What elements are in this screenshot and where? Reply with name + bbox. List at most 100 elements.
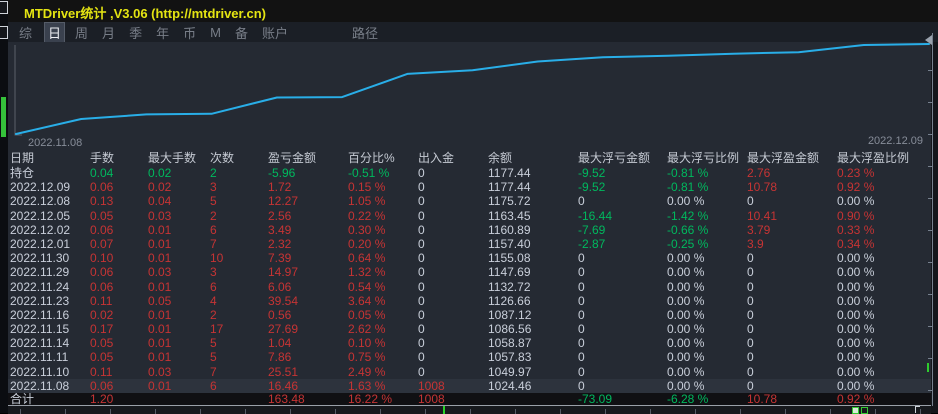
- cell: 14.97: [268, 265, 299, 280]
- cell: 0.17: [90, 322, 114, 337]
- cell: 0.05: [90, 208, 114, 223]
- cell: 0.20 %: [348, 236, 386, 251]
- table-header-row: 日期 手数 最大手数 次数 盈亏金额 百分比% 出入金 余额 最大浮亏金额 最大浮亏比例 最大浮盈金…: [8, 150, 931, 166]
- scale-green-marker: [927, 363, 929, 372]
- cell: 0.23 %: [837, 166, 875, 180]
- menu-item-3[interactable]: 月: [102, 25, 116, 41]
- cell: 0.05: [90, 350, 114, 365]
- table-row[interactable]: 2022.11.08 0.06 0.01 6 16.46 1.63 % 1008 1024.4…: [8, 378, 931, 393]
- cell: 7: [210, 236, 217, 251]
- cell: 0.92 %: [837, 180, 875, 195]
- column-header: 最大浮亏比例: [667, 151, 740, 165]
- cell: 0.03: [148, 265, 172, 280]
- cell: 0: [578, 350, 585, 365]
- total-row[interactable]: 合计 1.20 163.48 16.22 % 1008 -73.09 -6.28 % 10.7…: [8, 393, 931, 407]
- table-row[interactable]: 2022.11.14 0.05 0.01 5 1.04 0.10 % 0 1058.87 0 0.…: [8, 336, 931, 350]
- cell: 0.22 %: [348, 208, 386, 223]
- table-row[interactable]: 2022.12.01 0.07 0.01 7 2.32 0.20 % 0 1157.40 -2.…: [8, 237, 931, 251]
- cell: 2022.12.05: [10, 208, 71, 223]
- cell: -9.52: [578, 166, 606, 180]
- cell: 1008: [418, 378, 445, 393]
- cell: 0.03: [148, 208, 172, 223]
- menu-item-2[interactable]: 周: [75, 25, 89, 41]
- cell: 0.01: [148, 236, 172, 251]
- left-edge-strip: [0, 0, 8, 413]
- cell: 3: [210, 180, 217, 195]
- table-row[interactable]: 2022.11.16 0.02 0.01 2 0.56 0.05 % 0 1087.12 0 0.…: [8, 308, 931, 322]
- table-row[interactable]: 2022.11.23 0.11 0.05 4 39.54 3.64 % 0 1126.66 0 0…: [8, 294, 931, 308]
- cell: 3.9: [747, 236, 764, 251]
- ruler-tick: [290, 409, 291, 414]
- cell: 2.32: [268, 236, 292, 251]
- column-header: 日期: [10, 151, 35, 165]
- cell: 2.76: [747, 166, 771, 180]
- bottom-ruler[interactable]: [8, 405, 931, 414]
- menu-item-1[interactable]: 日: [44, 21, 66, 43]
- table-row[interactable]: 2022.11.30 0.10 0.01 10 7.39 0.64 % 0 1155.08 0 0…: [8, 251, 931, 265]
- cell: -73.09: [578, 393, 613, 406]
- menu-item-9[interactable]: 账户: [261, 25, 288, 41]
- cell: 0.00 %: [837, 194, 875, 209]
- table-row[interactable]: 2022.11.15 0.17 0.01 17 27.69 2.62 % 0 1086.56 0…: [8, 322, 931, 336]
- cell: 3.64 %: [348, 293, 386, 308]
- cell: 0.00 %: [837, 251, 875, 266]
- right-scale[interactable]: [925, 33, 938, 406]
- menu-item-4[interactable]: 季: [129, 25, 143, 41]
- table-row[interactable]: 2022.11.10 0.11 0.03 7 25.51 2.49 % 0 1049.97 0 0…: [8, 365, 931, 379]
- cell: 0.06: [90, 180, 114, 195]
- cell: 0.04: [90, 166, 114, 180]
- cell: -5.96: [268, 166, 296, 180]
- cell: 3: [210, 265, 217, 280]
- cell: 2.56: [268, 208, 292, 223]
- cell: 0: [578, 293, 585, 308]
- table-row[interactable]: 持仓 0.04 0.02 2 -5.96 -0.51 % 0 1177.44 -9.52 -0.8…: [8, 166, 931, 180]
- ruler-tick: [785, 409, 786, 414]
- column-header: 百分比%: [348, 151, 395, 165]
- cell: 2022.11.08: [10, 378, 70, 393]
- table-row[interactable]: 2022.12.05 0.05 0.03 2 2.56 0.22 % 0 1163.45 -16…: [8, 209, 931, 223]
- cell: 0.34 %: [837, 236, 875, 251]
- cell: 0.00 %: [837, 307, 875, 322]
- table-row[interactable]: 2022.12.08 0.13 0.04 5 12.27 1.05 % 0 1175.72 0 0…: [8, 194, 931, 208]
- menu-item-M[interactable]: M: [210, 24, 221, 40]
- cell: 0.00 %: [667, 364, 705, 379]
- cell: 6.06: [268, 279, 292, 294]
- ruler-tick: [470, 409, 471, 414]
- cell: 0: [747, 378, 754, 393]
- scale-tick: [928, 262, 933, 263]
- table-row[interactable]: 2022.12.09 0.06 0.02 3 1.72 0.15 % 0 1177.44 -9.…: [8, 180, 931, 194]
- table-row[interactable]: 2022.11.11 0.05 0.01 5 7.86 0.75 % 0 1057.83 0 0.…: [8, 350, 931, 364]
- cell: -0.51 %: [348, 166, 390, 180]
- table-row[interactable]: 2022.11.29 0.06 0.03 3 14.97 1.32 % 0 1147.69 0 0…: [8, 265, 931, 279]
- cell: 5: [210, 336, 217, 351]
- cell: 0.00 %: [667, 265, 705, 280]
- ruler-tick: [515, 409, 516, 414]
- scale-tick: [928, 294, 933, 295]
- cell: 2022.11.15: [10, 322, 70, 337]
- menu-item-5[interactable]: 年: [156, 25, 170, 41]
- cell: 16.22 %: [348, 393, 393, 406]
- cell: 0: [418, 350, 425, 365]
- menu-item-8[interactable]: 备: [234, 25, 248, 41]
- table-row[interactable]: 2022.12.02 0.06 0.01 6 3.49 0.30 % 0 1160.89 -7.…: [8, 223, 931, 237]
- cell: 2022.11.11: [10, 350, 69, 365]
- menu-item-0[interactable]: 综: [19, 25, 33, 41]
- cell: 0: [747, 251, 754, 266]
- cell: 1160.89: [488, 222, 531, 237]
- menu-item-6[interactable]: 币: [183, 25, 197, 41]
- title-bar[interactable]: MTDriver统计 ,V3.06 (http://mtdriver.cn): [8, 0, 938, 22]
- cell: 0.92 %: [837, 393, 875, 406]
- equity-curve-svg: [14, 43, 930, 136]
- cell: 2022.11.23: [10, 293, 70, 308]
- cell: 0: [747, 350, 754, 365]
- cell: 0.00 %: [837, 378, 875, 393]
- table-row[interactable]: 2022.11.24 0.06 0.01 6 6.06 0.54 % 0 1132.72 0 0.…: [8, 280, 931, 294]
- cell: 1.20: [90, 393, 114, 406]
- cell: 0: [578, 322, 585, 337]
- menu-item-path[interactable]: 路径: [351, 25, 378, 41]
- cell: 12.27: [268, 194, 299, 209]
- ruler-tick: [245, 409, 246, 414]
- ruler-tick: [155, 409, 156, 414]
- cell: 0.00 %: [667, 279, 705, 294]
- cell: 合计: [10, 393, 35, 406]
